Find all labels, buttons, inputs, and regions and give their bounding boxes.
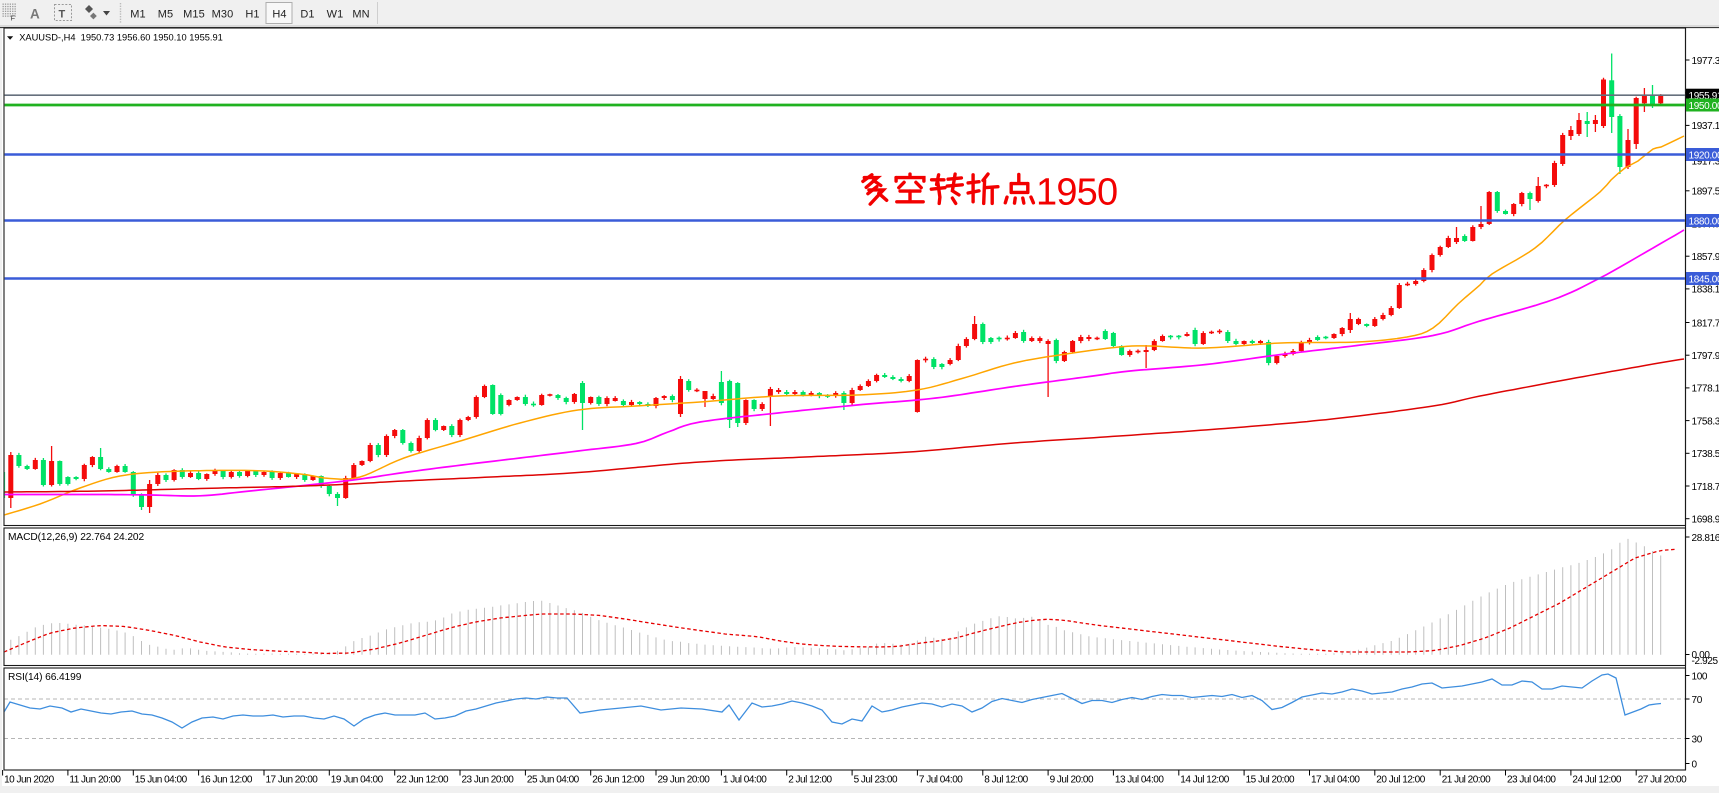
svg-text:17 Jun 20:00: 17 Jun 20:00: [266, 775, 319, 786]
svg-text:15 Jul 20:00: 15 Jul 20:00: [1246, 775, 1295, 786]
svg-text:H1: H1: [245, 8, 259, 20]
svg-text:1937.10: 1937.10: [1692, 121, 1719, 132]
svg-text:M1: M1: [130, 8, 145, 20]
svg-text:M30: M30: [212, 8, 234, 20]
svg-text:1977.30: 1977.30: [1692, 56, 1719, 67]
svg-text:1917.30: 1917.30: [1692, 156, 1719, 167]
svg-text:21 Jul 20:00: 21 Jul 20:00: [1442, 775, 1491, 786]
svg-text:16 Jun 12:00: 16 Jun 12:00: [200, 775, 253, 786]
svg-text:70: 70: [1692, 695, 1703, 706]
svg-text:1920.00: 1920.00: [1689, 151, 1719, 162]
svg-text:1758.30: 1758.30: [1692, 416, 1719, 427]
svg-text:29 Jun 20:00: 29 Jun 20:00: [658, 775, 711, 786]
svg-text:1897.50: 1897.50: [1692, 187, 1719, 198]
svg-text:23 Jun 20:00: 23 Jun 20:00: [462, 775, 515, 786]
svg-text:1698.90: 1698.90: [1692, 515, 1719, 526]
svg-text:H4: H4: [272, 8, 286, 20]
svg-text:26 Jun 12:00: 26 Jun 12:00: [592, 775, 645, 786]
svg-text:28.816: 28.816: [1692, 533, 1719, 544]
svg-text:1817.70: 1817.70: [1692, 318, 1719, 329]
svg-text:1718.70: 1718.70: [1692, 482, 1719, 493]
svg-text:1955.91: 1955.91: [1689, 91, 1719, 102]
svg-text:M15: M15: [183, 8, 205, 20]
svg-text:30: 30: [1692, 734, 1703, 745]
svg-text:14 Jul 12:00: 14 Jul 12:00: [1180, 775, 1229, 786]
svg-text:25 Jun 04:00: 25 Jun 04:00: [527, 775, 580, 786]
svg-text:F: F: [11, 14, 16, 23]
svg-text:9 Jul 20:00: 9 Jul 20:00: [1050, 775, 1094, 786]
svg-text:0.00: 0.00: [1692, 650, 1711, 661]
svg-text:8 Jul 12:00: 8 Jul 12:00: [984, 775, 1028, 786]
svg-text:1738.50: 1738.50: [1692, 449, 1719, 460]
svg-text:RSI(14) 66.4199: RSI(14) 66.4199: [8, 672, 82, 683]
svg-text:2 Jul 12:00: 2 Jul 12:00: [788, 775, 832, 786]
svg-text:MACD(12,26,9) 22.764 24.202: MACD(12,26,9) 22.764 24.202: [8, 532, 144, 543]
svg-text:23 Jul 04:00: 23 Jul 04:00: [1507, 775, 1556, 786]
svg-text:11 Jun 20:00: 11 Jun 20:00: [69, 775, 121, 786]
svg-text:7 Jul 04:00: 7 Jul 04:00: [919, 775, 963, 786]
svg-text:W1: W1: [327, 8, 344, 20]
svg-text:1950.00: 1950.00: [1689, 101, 1719, 112]
svg-text:27 Jul 20:00: 27 Jul 20:00: [1638, 775, 1687, 786]
svg-text:A: A: [30, 7, 40, 22]
svg-text:17 Jul 04:00: 17 Jul 04:00: [1311, 775, 1360, 786]
svg-text:1880.00: 1880.00: [1689, 217, 1719, 228]
svg-text:20 Jul 12:00: 20 Jul 12:00: [1376, 775, 1425, 786]
svg-text:5 Jul 23:00: 5 Jul 23:00: [854, 775, 898, 786]
svg-text:10 Jun 2020: 10 Jun 2020: [4, 775, 54, 786]
svg-text:24 Jul 12:00: 24 Jul 12:00: [1572, 775, 1621, 786]
svg-text:0: 0: [1692, 759, 1698, 770]
svg-text:-2.925: -2.925: [1692, 656, 1719, 667]
svg-text:1797.90: 1797.90: [1692, 351, 1719, 362]
svg-text:1845.00: 1845.00: [1689, 275, 1719, 286]
svg-text:1778.10: 1778.10: [1692, 384, 1719, 395]
svg-text:19 Jun 04:00: 19 Jun 04:00: [331, 775, 384, 786]
svg-text:22 Jun 12:00: 22 Jun 12:00: [396, 775, 449, 786]
svg-text:D1: D1: [300, 8, 314, 20]
svg-text:1857.90: 1857.90: [1692, 252, 1719, 263]
svg-text:1 Jul 04:00: 1 Jul 04:00: [723, 775, 767, 786]
svg-text:MN: MN: [352, 8, 369, 20]
svg-text:XAUUSD-,H4 1950.73 1956.60 19: XAUUSD-,H4 1950.73 1956.60 1950.10 1955.…: [19, 33, 223, 43]
svg-text:15 Jun 04:00: 15 Jun 04:00: [135, 775, 188, 786]
svg-text:100: 100: [1692, 671, 1708, 682]
svg-text:13 Jul 04:00: 13 Jul 04:00: [1115, 775, 1164, 786]
svg-text:1838.10: 1838.10: [1692, 285, 1719, 296]
svg-text:T: T: [59, 9, 66, 21]
svg-text:M5: M5: [158, 8, 173, 20]
svg-text:1950: 1950: [1036, 172, 1117, 214]
